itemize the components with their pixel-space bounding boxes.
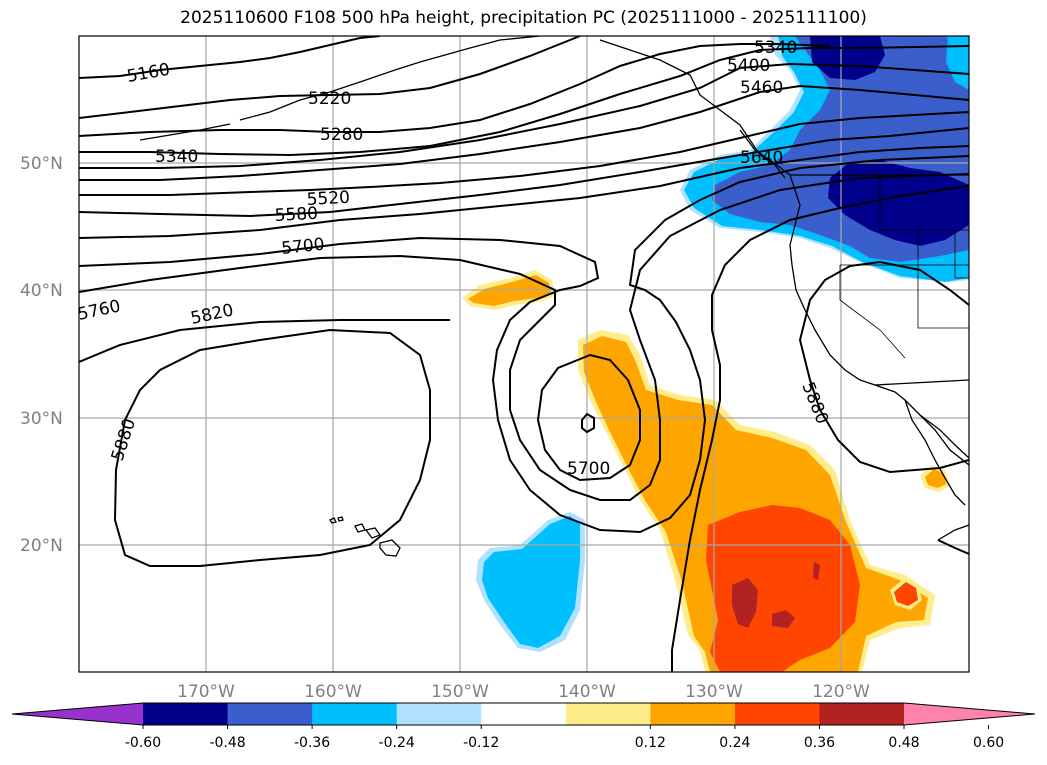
longitude-labels: 170°W 160°W 150°W 140°W 130°W 120°W <box>177 682 870 702</box>
lon-label: 140°W <box>558 682 616 702</box>
plot-area: 5160 5220 5280 5340 5520 5580 5700 5760 … <box>79 36 969 672</box>
contour-5700-north <box>79 155 969 534</box>
state-borders <box>839 175 969 359</box>
contour-label: 5460 <box>740 78 783 98</box>
contour-label: 5700 <box>280 235 325 259</box>
lon-label: 130°W <box>685 682 743 702</box>
map-title: 2025110600 F108 500 hPa height, precipit… <box>180 8 867 28</box>
coast-mexico-south <box>937 524 969 541</box>
height-contours <box>79 36 969 672</box>
colorbar-tick-label: -0.36 <box>294 735 330 751</box>
coast-baja <box>904 399 969 506</box>
shade-orange-baja <box>925 469 946 488</box>
shade-navy-north-2 <box>828 160 969 246</box>
contour-label: 5340 <box>754 38 797 58</box>
colorbar-tick-label: 0.12 <box>635 735 666 751</box>
colorbar-segment <box>734 703 820 725</box>
shade-red-orange-main <box>706 505 860 672</box>
colorbar-tick-label: 0.24 <box>719 735 750 751</box>
lon-label: 170°W <box>177 682 235 702</box>
colorbar: -0.60 -0.48 -0.36 -0.24 -0.12 0.12 0.24 0.36 0.4… <box>11 702 1036 751</box>
hawaii-islands <box>329 516 401 557</box>
contour-label: 5520 <box>306 188 350 210</box>
lat-label: 30°N <box>20 409 63 429</box>
shade-dark-red-3 <box>813 562 820 580</box>
colorbar-segment <box>143 703 229 725</box>
coast-alaska <box>139 36 541 141</box>
colorbar-tick-label: 0.48 <box>888 735 919 751</box>
contour-center-hex <box>581 412 595 434</box>
shade-red-orange-blob-small <box>894 582 918 606</box>
lat-label: 20°N <box>20 536 63 556</box>
contour-label: 5700 <box>567 459 610 479</box>
contour-5640 <box>79 145 969 239</box>
lon-label: 150°W <box>431 682 489 702</box>
colorbar-tick-label: -0.60 <box>125 735 161 751</box>
coast-british-columbia <box>739 129 801 206</box>
contour-5220 <box>79 36 581 119</box>
precip-negative-south <box>476 512 585 652</box>
colorbar-tick-label: -0.24 <box>379 735 415 751</box>
colorbar-tick-label: 0.60 <box>973 735 1004 751</box>
latitude-labels: 50°N 40°N 30°N 20°N <box>20 154 63 556</box>
shade-sky-blue-east-edge <box>946 36 969 90</box>
contour-5340 <box>79 45 969 157</box>
colorbar-tick-label: -0.48 <box>209 735 245 751</box>
contour-5580 <box>79 127 969 218</box>
lon-label: 120°W <box>812 682 870 702</box>
colorbar-tick-label: -0.12 <box>463 735 499 751</box>
contour-5400 <box>79 62 969 169</box>
contour-5820-east <box>671 185 969 672</box>
colorbar-extend-high <box>904 703 1035 725</box>
colorbar-segment <box>481 703 567 725</box>
precip-positive-shading <box>462 270 950 672</box>
lon-label: 160°W <box>304 682 362 702</box>
contour-5880-west <box>113 328 431 567</box>
border-us-mexico <box>874 379 969 386</box>
contour-label: 5640 <box>740 148 783 168</box>
colorbar-segment <box>396 703 482 725</box>
colorbar-segment <box>650 703 736 725</box>
colorbar-extend-low <box>12 703 143 725</box>
shade-dark-red-1 <box>732 578 758 628</box>
lat-label: 40°N <box>20 281 63 301</box>
contour-label: 5340 <box>155 147 198 167</box>
shade-dark-red-2 <box>772 610 795 628</box>
contour-5700-inner <box>536 353 641 482</box>
colorbar-segment <box>227 703 313 725</box>
contour-label: 5280 <box>320 125 363 145</box>
lat-label: 50°N <box>20 154 63 174</box>
colorbar-segment <box>312 703 398 725</box>
colorbar-segment <box>819 703 905 725</box>
contour-5460 <box>79 84 969 181</box>
shade-sky-blue-south <box>482 516 580 648</box>
contour-5880-east <box>798 260 969 474</box>
contour-5520 <box>79 111 969 196</box>
precip-negative-shading <box>680 36 969 282</box>
plot-frame <box>78 35 970 673</box>
colorbar-tick-label: 0.36 <box>804 735 835 751</box>
contour-5280 <box>79 43 831 137</box>
contour-5160 <box>79 36 381 79</box>
contour-5880-sw <box>937 539 969 555</box>
contour-5760 <box>79 173 969 501</box>
contour-label: 5400 <box>727 56 770 76</box>
contour-5820 <box>79 319 450 363</box>
contour-label: 5580 <box>274 204 318 226</box>
colorbar-segment <box>565 703 651 725</box>
coast-us-west <box>789 204 969 466</box>
contour-label: 5220 <box>308 89 351 109</box>
